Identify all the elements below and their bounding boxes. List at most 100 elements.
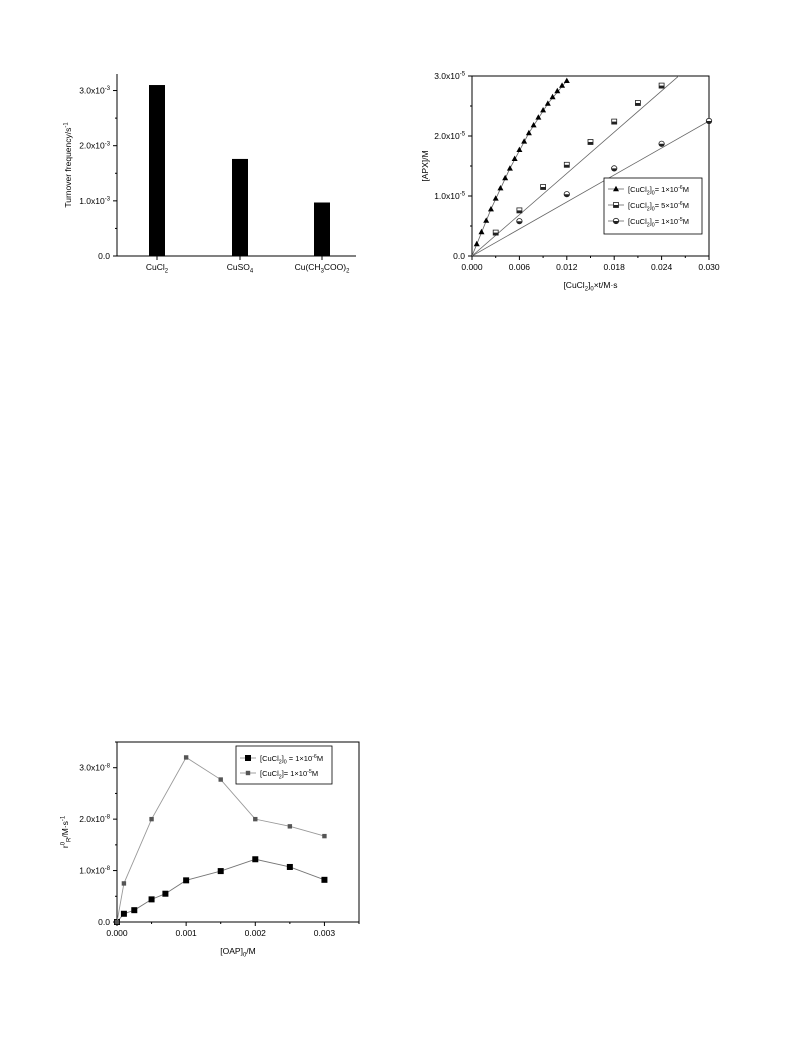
rate-point-s1 bbox=[287, 824, 293, 829]
rate-x-tick-label: 0.003 bbox=[314, 928, 336, 938]
apx-point-s0 bbox=[497, 185, 504, 191]
bar-chart-y-tick-label: 0.0 bbox=[98, 251, 110, 261]
bar-chart-y-tick-label: 1.0x10-3 bbox=[79, 196, 111, 206]
rate-point-s1 bbox=[149, 816, 154, 822]
rate-x-axis-label: [OAP]0/M bbox=[220, 946, 255, 959]
apx-fit-line-0 bbox=[472, 80, 568, 256]
rate-point-s1 bbox=[253, 816, 258, 822]
apx-point-s2 bbox=[705, 117, 713, 125]
apx-point-s2 bbox=[611, 165, 618, 172]
bar-1 bbox=[232, 158, 248, 256]
apx-x-tick-label: 0.012 bbox=[556, 262, 578, 272]
apx-point-s1 bbox=[611, 118, 618, 125]
apx-x-tick-label: 0.000 bbox=[461, 262, 483, 272]
apx-point-s0 bbox=[473, 240, 480, 247]
rate-point-s1 bbox=[183, 755, 189, 760]
rate-point-s0 bbox=[148, 896, 155, 903]
bar-chart-category-label: CuCl2 bbox=[146, 262, 168, 275]
apx-point-s0 bbox=[563, 77, 570, 83]
apx-point-s1 bbox=[658, 82, 665, 89]
apx-point-s0 bbox=[535, 114, 542, 120]
rate-point-s0 bbox=[162, 890, 169, 897]
rate-legend-marker-1 bbox=[245, 770, 251, 776]
rate-x-tick-label: 0.002 bbox=[245, 928, 267, 938]
apx-y-tick-label: 2.0x10-5 bbox=[434, 131, 466, 141]
apx-point-s1 bbox=[587, 139, 594, 145]
rate-x-tick-label: 0.001 bbox=[176, 928, 198, 938]
apx-y-tick-label: 1.0x10-5 bbox=[434, 191, 466, 201]
apx-point-s2 bbox=[516, 218, 523, 225]
rate-point-s0 bbox=[286, 863, 293, 870]
apx-point-s0 bbox=[516, 146, 523, 152]
apx-point-s0 bbox=[492, 195, 499, 201]
bar-chart-category-label: Cu(CH3COO)2 bbox=[295, 262, 350, 275]
rate-y-tick-label: 2.0x10-8 bbox=[79, 814, 111, 824]
apx-point-s2 bbox=[563, 191, 570, 198]
apx-fit-line-2 bbox=[472, 120, 709, 256]
apx-point-s1 bbox=[492, 229, 499, 236]
rate-y-tick-label: 0.0 bbox=[98, 917, 110, 927]
apx-point-s0 bbox=[502, 174, 509, 181]
apx-fit-line-1 bbox=[472, 76, 680, 256]
apx-point-s0 bbox=[554, 87, 561, 94]
rate-point-s1 bbox=[114, 919, 120, 925]
rate-x-tick-label: 0.000 bbox=[106, 928, 128, 938]
apx-y-tick-label: 0.0 bbox=[453, 251, 465, 261]
apx-point-s0 bbox=[525, 129, 532, 136]
apx-x-tick-label: 0.030 bbox=[698, 262, 720, 272]
rate-point-s1 bbox=[121, 881, 127, 886]
apx-point-s0 bbox=[483, 217, 490, 223]
rate-point-s0 bbox=[252, 856, 259, 863]
apx-point-s0 bbox=[544, 100, 551, 106]
bar-chart-y-axis-label: Turnover frequency/s-1 bbox=[63, 122, 73, 208]
apx-point-s1 bbox=[516, 207, 523, 214]
rate-line-1 bbox=[116, 756, 325, 923]
rate-point-s0 bbox=[183, 877, 190, 884]
rate-line-0 bbox=[116, 858, 325, 923]
apx-x-tick-label: 0.018 bbox=[604, 262, 626, 272]
apx-point-s0 bbox=[487, 206, 494, 212]
rate-point-s0 bbox=[131, 907, 138, 914]
apx-legend-marker-1 bbox=[613, 202, 619, 208]
rate-chart-frame bbox=[116, 741, 360, 923]
rate-legend-label-1: [CuCl2]= 1×10-5M bbox=[260, 769, 318, 780]
bar-2 bbox=[314, 202, 330, 256]
apx-point-s2 bbox=[658, 140, 665, 147]
rate-legend-label-0: [CuCl2]0 = 1×10-6M bbox=[260, 754, 323, 765]
apx-legend bbox=[603, 177, 703, 235]
apx-point-s0 bbox=[521, 138, 528, 144]
bar-chart-y-tick-label: 2.0x10-3 bbox=[79, 141, 111, 151]
apx-y-tick-label: 3.0x10-5 bbox=[434, 71, 466, 81]
apx-x-tick-label: 0.024 bbox=[651, 262, 673, 272]
apx-point-s0 bbox=[549, 93, 556, 100]
apx-point-s0 bbox=[506, 165, 513, 171]
apx-legend-label-2: [CuCl2]0= 1×10-5M bbox=[628, 217, 689, 228]
apx-point-s0 bbox=[559, 82, 566, 88]
apx-x-axis-label: [CuCl2]0×t/M·s bbox=[563, 280, 617, 293]
apx-point-s1 bbox=[563, 161, 570, 168]
apx-legend-marker-0 bbox=[613, 185, 619, 192]
apx-point-s0 bbox=[530, 122, 537, 128]
apx-y-axis-label: [APX]/M bbox=[420, 150, 430, 181]
apx-point-s0 bbox=[540, 107, 547, 113]
apx-point-s0 bbox=[478, 228, 485, 235]
bar-0 bbox=[149, 85, 165, 256]
apx-legend-marker-2 bbox=[612, 217, 620, 225]
rate-legend bbox=[235, 745, 333, 785]
apx-legend-label-1: [CuCl2]0= 5×10-6M bbox=[628, 201, 689, 212]
rate-point-s0 bbox=[217, 868, 224, 875]
apx-x-tick-label: 0.006 bbox=[509, 262, 531, 272]
bar-chart-y-tick-label: 3.0x10-3 bbox=[79, 86, 111, 96]
rate-y-axis-label: r0R/M·s-1 bbox=[60, 815, 73, 848]
apx-legend-label-0: [CuCl2]0= 1×10-6M bbox=[628, 185, 689, 196]
rate-point-s0 bbox=[120, 910, 127, 917]
rate-point-s1 bbox=[322, 833, 327, 839]
rate-point-s1 bbox=[218, 777, 223, 782]
rate-y-tick-label: 1.0x10-8 bbox=[79, 866, 111, 876]
rate-point-s0 bbox=[321, 876, 328, 883]
rate-y-tick-label: 3.0x10-8 bbox=[79, 763, 111, 773]
apx-point-s1 bbox=[635, 100, 641, 106]
apx-point-s1 bbox=[540, 184, 546, 190]
apx-point-s0 bbox=[511, 155, 518, 161]
